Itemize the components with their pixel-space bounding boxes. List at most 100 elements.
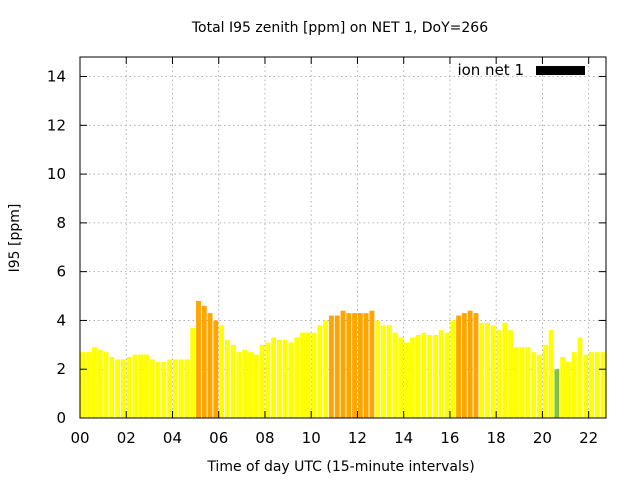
bar: [138, 354, 144, 418]
bars: [80, 300, 606, 418]
bar: [329, 315, 334, 418]
bar: [224, 339, 230, 418]
bar: [172, 359, 178, 418]
bar: [132, 354, 138, 418]
x-tick-label: 08: [255, 429, 274, 447]
bar: [120, 359, 126, 418]
bar: [317, 325, 323, 418]
bar: [167, 359, 173, 418]
bar: [126, 357, 132, 418]
x-tick-label: 22: [579, 429, 598, 447]
bar: [149, 359, 155, 418]
x-tick-label: 00: [70, 429, 89, 447]
bar: [115, 359, 120, 418]
y-tick-labels: 0 2 4 6 8 10 12 14: [47, 68, 66, 427]
plot-frame: [79, 56, 607, 419]
y-tick-label: 12: [47, 116, 66, 134]
bar: [253, 354, 259, 418]
y-tick-label: 8: [56, 214, 66, 232]
bar: [340, 310, 346, 418]
x-tick-label: 18: [487, 429, 506, 447]
bar: [305, 332, 311, 418]
bar: [502, 322, 508, 418]
bar: [519, 347, 525, 418]
bar: [542, 344, 548, 418]
y-tick-label: 6: [56, 263, 66, 281]
x-tick-label: 12: [348, 429, 367, 447]
bar: [352, 313, 357, 418]
bar: [444, 332, 450, 418]
bar: [201, 305, 207, 418]
bar: [276, 339, 282, 418]
y-tick-label: 0: [56, 409, 66, 427]
bar: [473, 313, 479, 418]
y-tick-label: 4: [56, 311, 66, 329]
x-tick-label: 20: [533, 429, 552, 447]
bar: [265, 342, 271, 418]
bar: [571, 352, 577, 418]
bar: [236, 352, 242, 418]
bar: [219, 325, 225, 418]
bar: [109, 357, 115, 418]
bar: [161, 361, 167, 418]
bar: [583, 354, 589, 418]
bar: [485, 322, 490, 418]
bar: [560, 357, 566, 418]
x-tick-label: 02: [117, 429, 136, 447]
bar: [144, 354, 149, 418]
bar: [600, 352, 606, 418]
bar: [178, 359, 184, 418]
bar: [508, 330, 514, 418]
bar: [450, 320, 456, 418]
legend-swatch: [536, 66, 585, 75]
x-tick-label: 14: [394, 429, 413, 447]
bar: [334, 315, 340, 418]
bar: [207, 313, 213, 418]
bar: [97, 349, 103, 418]
bar: [259, 344, 265, 418]
bar: [398, 337, 404, 418]
bar: [363, 313, 369, 418]
bar: [213, 320, 219, 418]
y-axis-label: I95 [ppm]: [7, 204, 23, 273]
bar: [409, 337, 415, 418]
y-tick-label: 14: [47, 68, 66, 86]
bar: [103, 352, 109, 418]
bar: [381, 325, 386, 418]
bar: [271, 337, 277, 418]
bar: [386, 325, 392, 418]
legend: ion net 1: [457, 61, 585, 79]
bar: [589, 352, 594, 418]
legend-label: ion net 1: [457, 61, 524, 79]
y-tick-label: 10: [47, 165, 66, 183]
bar: [404, 342, 410, 418]
bar: [184, 359, 190, 418]
x-tick-label: 06: [209, 429, 228, 447]
bar: [357, 313, 363, 418]
chart-title: Total I95 zenith [ppm] on NET 1, DoY=266: [191, 20, 488, 36]
bar: [196, 300, 201, 418]
x-tick-labels: 00 02 04 06 08 10 12 14 16 18 20 22: [70, 429, 598, 447]
bar: [525, 347, 531, 418]
bar: [433, 335, 438, 418]
bar: [346, 313, 352, 418]
bar: [594, 352, 600, 418]
bar: [577, 337, 583, 418]
bar: [438, 330, 444, 418]
bar: [190, 327, 196, 418]
bar: [467, 310, 473, 418]
bar: [294, 337, 300, 418]
bar: [92, 347, 97, 418]
bar: [513, 347, 519, 418]
bar: [554, 369, 560, 418]
bar: [461, 313, 467, 418]
bar: [242, 349, 248, 418]
bar: [311, 332, 317, 418]
grid: [80, 57, 606, 418]
bar: [537, 354, 542, 418]
bar: [288, 342, 294, 418]
bar: [248, 352, 253, 418]
bar: [490, 325, 496, 418]
bar: [375, 320, 381, 418]
